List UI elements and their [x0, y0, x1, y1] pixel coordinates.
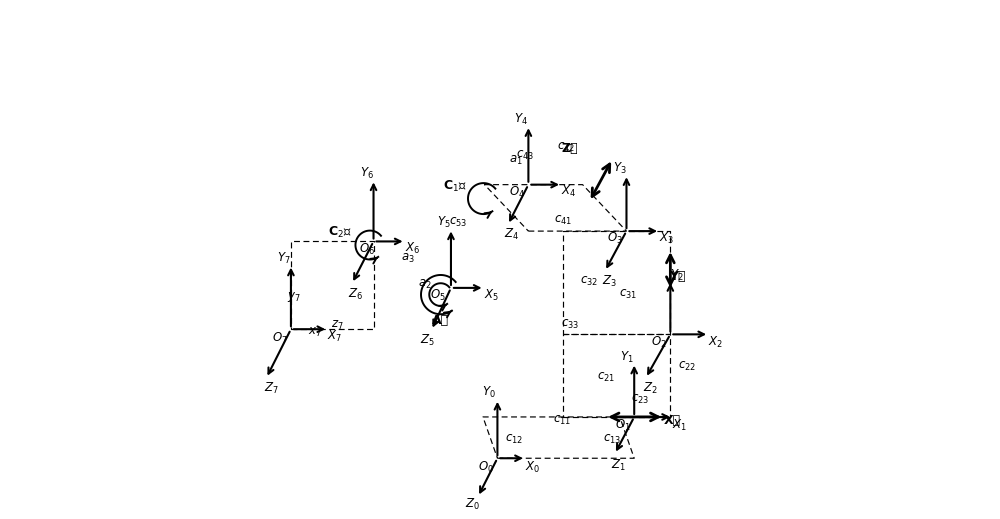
- Text: $x_7$: $x_7$: [308, 326, 322, 339]
- Text: $c_{31}$: $c_{31}$: [619, 288, 637, 301]
- Text: $Y_0$: $Y_0$: [482, 385, 496, 400]
- Text: $O_7$: $O_7$: [272, 331, 287, 346]
- Text: $Y_5$: $Y_5$: [437, 215, 451, 230]
- Text: $c_{13}$: $c_{13}$: [603, 433, 622, 446]
- Text: $Z_4$: $Z_4$: [504, 227, 519, 242]
- Text: X轴: X轴: [663, 414, 680, 427]
- Text: $Y_6$: $Y_6$: [360, 166, 374, 181]
- Text: $c_{21}$: $c_{21}$: [597, 371, 615, 384]
- Text: $Z_6$: $Z_6$: [348, 286, 364, 302]
- Text: $a_2$: $a_2$: [418, 278, 432, 291]
- Text: C$_2$轴: C$_2$轴: [328, 225, 352, 240]
- Text: $Z_2$: $Z_2$: [643, 381, 658, 396]
- Text: $O_0$: $O_0$: [478, 460, 494, 475]
- Text: $c_{22}$: $c_{22}$: [678, 360, 696, 374]
- Text: $c_{23}$: $c_{23}$: [631, 393, 650, 406]
- Text: $O_2$: $O_2$: [651, 335, 667, 350]
- Text: C$_1$轴: C$_1$轴: [443, 179, 467, 194]
- Text: $X_2$: $X_2$: [708, 335, 723, 350]
- Text: $Y_7$: $Y_7$: [277, 251, 291, 266]
- Text: $Y_4$: $Y_4$: [514, 112, 528, 127]
- Text: $y_7$: $y_7$: [287, 290, 300, 304]
- Text: $c_{41}$: $c_{41}$: [554, 214, 572, 227]
- Text: $X_7$: $X_7$: [327, 329, 342, 344]
- Text: $Z_1$: $Z_1$: [611, 458, 626, 473]
- Text: Z轴: Z轴: [561, 142, 578, 155]
- Text: $X_5$: $X_5$: [484, 288, 499, 303]
- Text: Y轴: Y轴: [669, 269, 685, 282]
- Text: $c_{53}$: $c_{53}$: [449, 216, 467, 229]
- Text: $O_5$: $O_5$: [430, 288, 446, 303]
- Text: $a_1$: $a_1$: [509, 154, 522, 167]
- Text: $O_6$: $O_6$: [359, 242, 375, 257]
- Text: A轴: A轴: [432, 314, 449, 327]
- Text: $X_6$: $X_6$: [405, 241, 420, 256]
- Text: $c_{11}$: $c_{11}$: [553, 414, 571, 427]
- Text: $O_4$: $O_4$: [509, 185, 525, 200]
- Text: $Y_2$: $Y_2$: [670, 267, 683, 282]
- Text: $z_7$: $z_7$: [331, 319, 344, 332]
- Text: $Z_3$: $Z_3$: [602, 274, 617, 289]
- Text: $X_3$: $X_3$: [659, 231, 674, 246]
- Text: $O_3$: $O_3$: [607, 231, 623, 247]
- Text: $O_1$: $O_1$: [615, 418, 631, 433]
- Text: $c_{32}$: $c_{32}$: [580, 275, 598, 288]
- Text: $c_{33}$: $c_{33}$: [561, 318, 579, 331]
- Text: $Y_1$: $Y_1$: [620, 350, 634, 365]
- Text: $Y_3$: $Y_3$: [613, 160, 627, 175]
- Text: $Z_5$: $Z_5$: [420, 333, 435, 348]
- Text: $c_{42}$: $c_{42}$: [557, 141, 575, 154]
- Text: $c_{12}$: $c_{12}$: [505, 433, 523, 446]
- Text: $X_1$: $X_1$: [672, 418, 687, 433]
- Text: $X_0$: $X_0$: [525, 460, 540, 475]
- Text: $Z_7$: $Z_7$: [264, 381, 279, 396]
- Text: $c_{43}$: $c_{43}$: [516, 148, 534, 162]
- Text: $Z_0$: $Z_0$: [465, 497, 480, 512]
- Text: $a_3$: $a_3$: [401, 251, 415, 265]
- Text: $X_4$: $X_4$: [561, 184, 576, 199]
